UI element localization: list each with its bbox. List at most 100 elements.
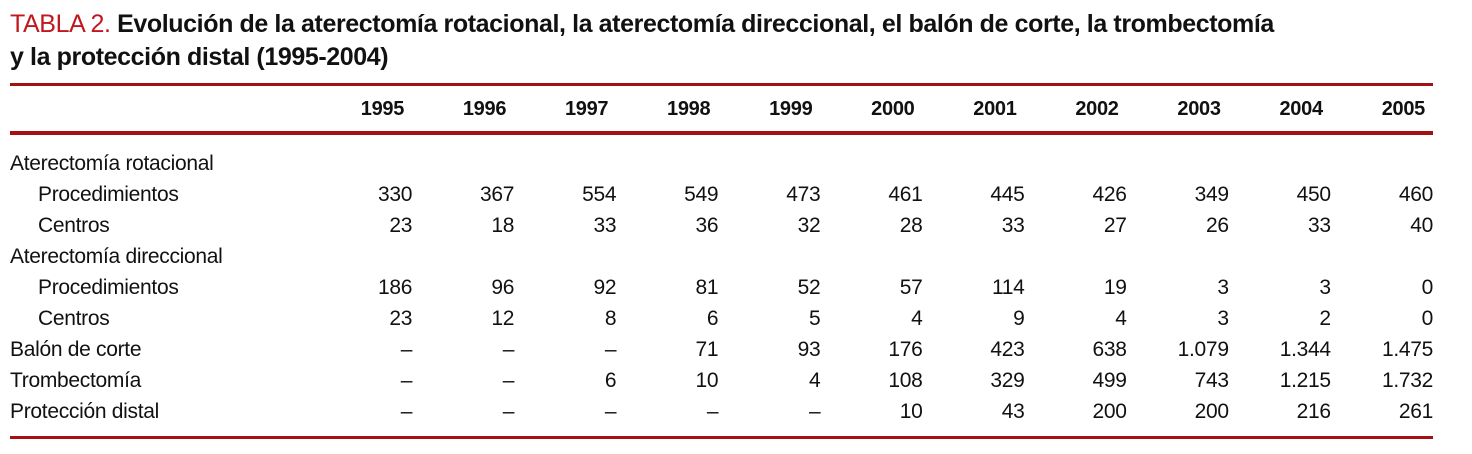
data-table: 1995 1996 1997 1998 1999 2000 2001 2002 2003 2004… [10, 83, 1433, 439]
value-cell: 33 [593, 214, 617, 237]
label-column-header [10, 83, 310, 135]
value-cell [1331, 133, 1433, 179]
value-cell: 71 [695, 338, 719, 361]
row-label: Balón de corte [10, 338, 142, 361]
value-cell: 8 [604, 307, 617, 330]
value-cell [1229, 241, 1331, 272]
value-cell: 12 [491, 307, 515, 330]
table-row: Procedimientos 330 367 554 549 473 461 445 426 34… [10, 179, 1433, 210]
value-cell: – [514, 396, 617, 439]
value-cell: 743 [1194, 369, 1229, 392]
value-cell: 3 [1217, 276, 1229, 299]
value-cell: 96 [491, 276, 515, 299]
value-cell [1127, 241, 1229, 272]
value-cell: 554 [582, 183, 617, 206]
value-cell [1229, 133, 1331, 179]
value-cell: 4 [809, 369, 821, 392]
value-cell: 186 [377, 276, 413, 299]
value-cell: 445 [990, 183, 1025, 206]
value-cell: – [502, 369, 515, 392]
year-column-header: 2004 [1228, 83, 1331, 135]
value-cell: 461 [888, 183, 923, 206]
year-column-header: 2005 [1330, 83, 1433, 135]
value-cell: 36 [695, 214, 719, 237]
value-cell: 43 [922, 396, 1025, 439]
value-cell: 40 [1410, 214, 1433, 237]
value-cell: 200 [1024, 396, 1127, 439]
value-cell [718, 241, 820, 272]
value-cell: 6 [706, 307, 719, 330]
value-cell: 57 [899, 276, 923, 299]
value-cell [1025, 133, 1127, 179]
value-cell: 330 [377, 183, 413, 206]
value-cell [514, 133, 616, 179]
value-cell: 1.344 [1279, 338, 1331, 361]
table-number-label: TABLA 2. [10, 10, 111, 38]
value-cell: 19 [1103, 276, 1127, 299]
value-cell: 638 [1092, 338, 1127, 361]
table-row: Protección distal – – – – –10 43 200 200 216 261 [10, 396, 1433, 439]
value-cell: 10 [695, 369, 719, 392]
value-cell: 33 [1001, 214, 1025, 237]
value-cell [412, 241, 514, 272]
value-cell: – [310, 396, 412, 439]
value-cell: 426 [1092, 183, 1127, 206]
row-label: Trombectomía [10, 369, 141, 392]
value-cell: – [412, 396, 514, 439]
value-cell: – [400, 338, 413, 361]
value-cell: 367 [480, 183, 515, 206]
year-column-header: 1999 [718, 83, 821, 135]
value-cell: – [502, 338, 515, 361]
value-cell: 92 [593, 276, 617, 299]
value-cell: – [400, 369, 413, 392]
row-label: Centros [38, 214, 110, 237]
value-cell [1025, 241, 1127, 272]
row-label: Centros [38, 307, 110, 330]
value-cell [514, 241, 616, 272]
value-cell: 0 [1421, 307, 1434, 330]
value-cell: 1.079 [1177, 338, 1229, 361]
value-cell [820, 133, 922, 179]
value-cell [310, 133, 412, 179]
value-cell [310, 241, 412, 272]
value-cell: 2 [1319, 307, 1331, 330]
table-title: TABLA 2. Evolución de la aterectomía rot… [10, 8, 1450, 74]
table-row: Trombectomía – – 6 10 4 108 329 499 743 1.215 1.732 [10, 365, 1433, 396]
value-cell [922, 133, 1024, 179]
value-cell: 18 [491, 214, 515, 237]
table-row: Aterectomía direccional [10, 241, 1433, 272]
value-cell: 176 [888, 338, 923, 361]
row-label: Aterectomía rotacional [10, 152, 214, 175]
value-cell: 10 [820, 396, 923, 439]
value-cell: 108 [888, 369, 923, 392]
value-cell: 3 [1217, 307, 1229, 330]
year-column-header: 1995 [310, 83, 413, 135]
value-cell: 32 [797, 214, 821, 237]
table-header: 1995 1996 1997 1998 1999 2000 2001 2002 2003 2004… [10, 83, 1433, 135]
value-cell: 1.475 [1381, 338, 1433, 361]
value-cell: 81 [695, 276, 719, 299]
value-cell: 33 [1308, 214, 1331, 237]
table-row: Balón de corte – – – 71 93 176 423 638 1.079 1.344… [10, 334, 1433, 365]
value-cell: 114 [991, 276, 1025, 299]
value-cell: 26 [1205, 214, 1229, 237]
value-cell: 4 [1115, 307, 1127, 330]
value-cell [922, 241, 1024, 272]
value-cell: – [616, 396, 719, 439]
value-cell: 450 [1296, 183, 1331, 206]
value-cell [718, 133, 820, 179]
table-container: 1995 1996 1997 1998 1999 2000 2001 2002 2003 2004… [10, 83, 1433, 439]
year-column-header: 1998 [616, 83, 719, 135]
year-column-header: 2000 [820, 83, 923, 135]
value-cell: 52 [797, 276, 821, 299]
value-cell: 6 [604, 369, 617, 392]
row-label: Procedimientos [38, 276, 179, 299]
value-cell: 27 [1103, 214, 1127, 237]
value-cell [1331, 241, 1433, 272]
value-cell: 329 [990, 369, 1025, 392]
value-cell [616, 133, 718, 179]
year-column-header: 1996 [412, 83, 515, 135]
value-cell: 261 [1330, 396, 1433, 439]
value-cell: 349 [1194, 183, 1229, 206]
value-cell: 5 [809, 307, 821, 330]
